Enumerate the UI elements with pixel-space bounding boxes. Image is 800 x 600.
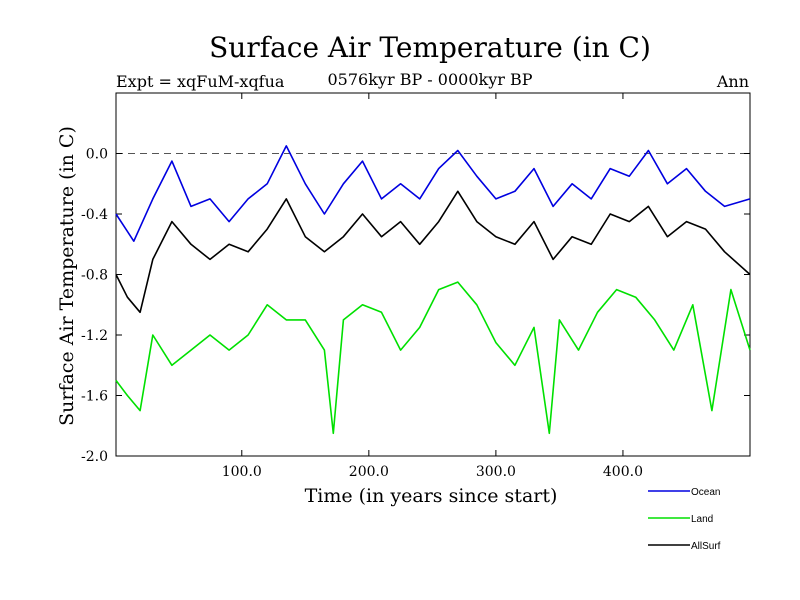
legend-label-allsurf: AllSurf [691, 541, 721, 552]
x-tick-label: 100.0 [222, 464, 262, 480]
plot-frame [115, 92, 751, 457]
season-label: Ann [716, 72, 749, 91]
series-line-land [115, 281, 751, 435]
legend-label-land: Land [691, 514, 713, 525]
series-line-ocean [115, 145, 751, 242]
x-tick-label: 200.0 [349, 464, 389, 480]
y-tick-label: 0.0 [86, 147, 108, 163]
chart-title: Surface Air Temperature (in C) [209, 31, 651, 64]
series-line-allsurf [115, 190, 751, 314]
legend-label-ocean: Ocean [691, 487, 720, 498]
x-tick-label: 400.0 [603, 464, 643, 480]
chart-subtitle: 0576kyr BP - 0000kyr BP [328, 70, 533, 89]
y-tick-label: -1.2 [81, 328, 108, 344]
y-tick-label: -0.4 [81, 207, 108, 223]
y-tick-label: -0.8 [81, 268, 108, 284]
y-tick-label: -1.6 [81, 389, 108, 405]
x-tick-label: 300.0 [476, 464, 516, 480]
x-axis-label: Time (in years since start) [305, 485, 558, 507]
y-tick-label: -2.0 [81, 449, 108, 465]
expt-label: Expt = xqFuM-xqfua [116, 72, 285, 91]
y-axis-label: Surface Air Temperature (in C) [56, 126, 78, 426]
